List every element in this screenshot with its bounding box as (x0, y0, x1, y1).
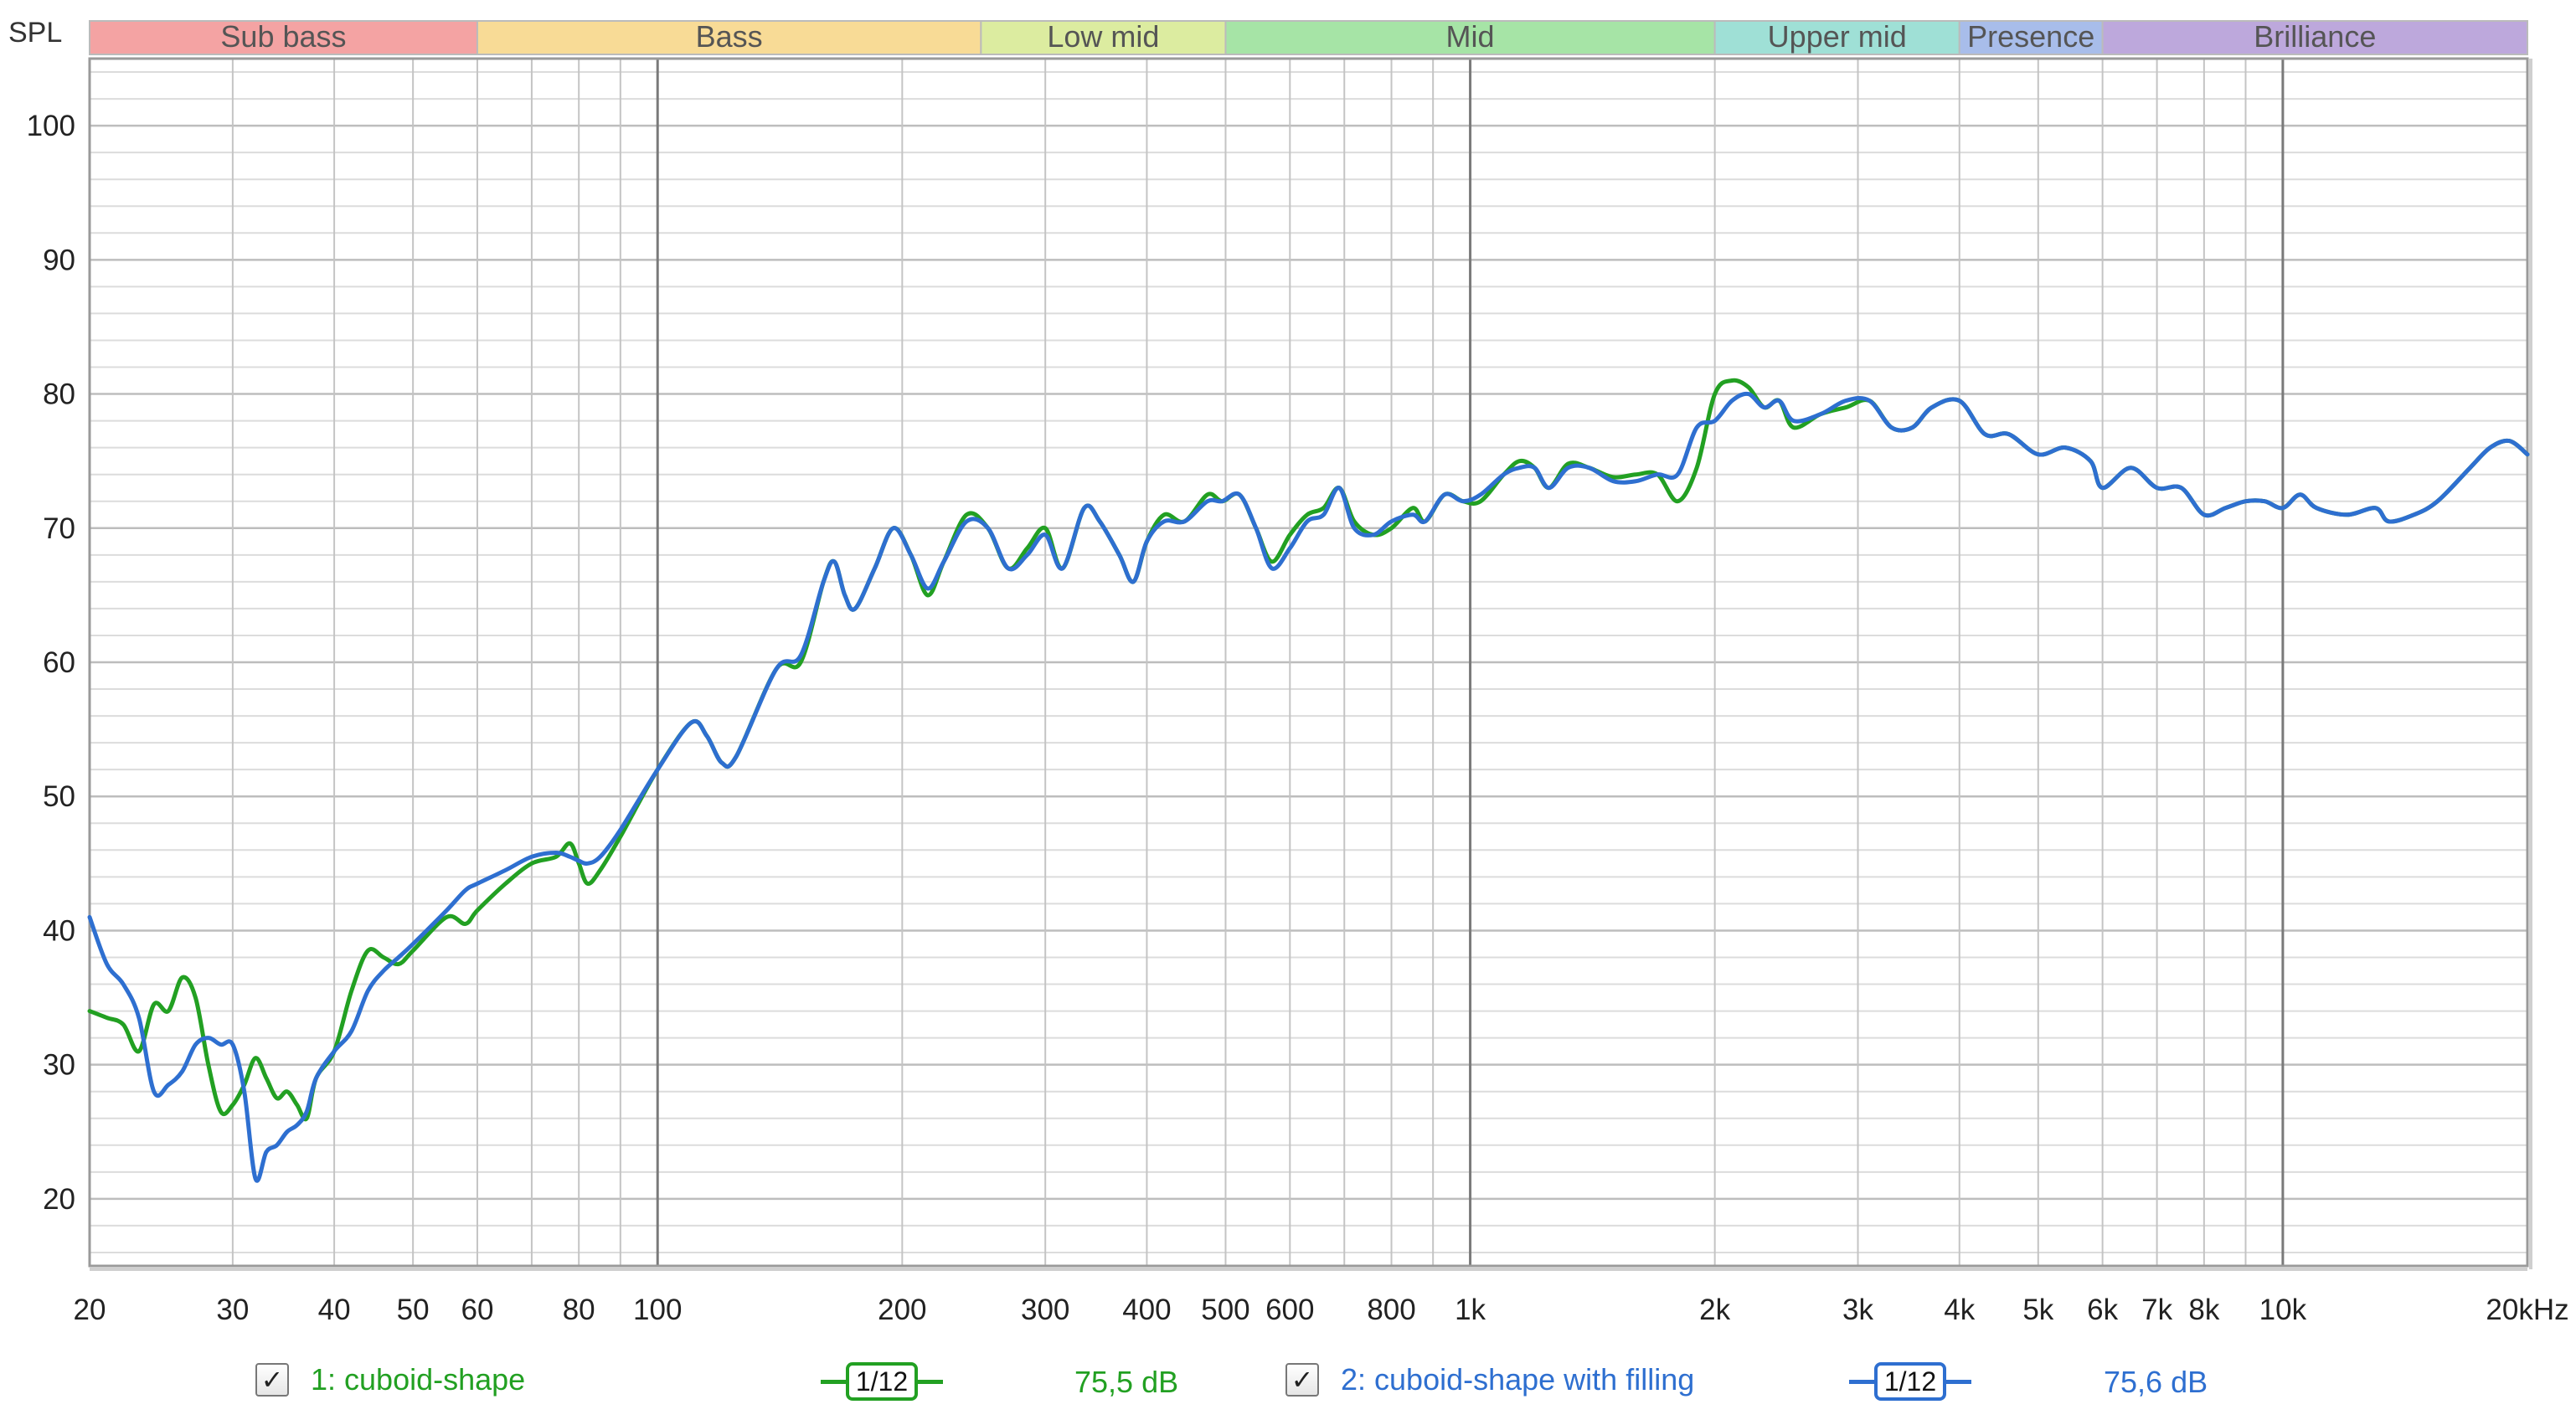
series-2-checkbox[interactable]: ✓ (1285, 1363, 1319, 1397)
x-tick-label: 3k (1842, 1294, 1873, 1326)
y-axis-title: SPL (8, 17, 63, 49)
series-1-smoothing-control[interactable]: 1/12 (821, 1358, 943, 1405)
band-label-bass: Bass (696, 19, 763, 54)
x-tick-label: 8k (2188, 1294, 2219, 1326)
series-1-average-value: 75,5 dB (1074, 1365, 1179, 1399)
x-tick-label: 500 (1201, 1294, 1249, 1326)
x-tick-label: 6k (2087, 1294, 2118, 1326)
series-line-2[interactable] (87, 391, 2530, 1183)
y-tick-label: 90 (43, 244, 75, 276)
x-tick-label: 300 (1021, 1294, 1069, 1326)
x-tick-label: 4k (1944, 1294, 1975, 1326)
band-label-mid: Mid (1446, 19, 1495, 54)
x-tick-label: 1k (1455, 1294, 1486, 1326)
band-brilliance[interactable] (2101, 20, 2528, 55)
x-tick-label: 50 (397, 1294, 430, 1326)
x-tick-label: 5k (2022, 1294, 2053, 1326)
series-1-line-swatch (918, 1379, 943, 1384)
x-tick-label: 200 (878, 1294, 926, 1326)
x-tick-label: 80 (563, 1294, 595, 1326)
series-2-line-swatch (1946, 1379, 1971, 1384)
y-tick-label: 100 (27, 110, 75, 142)
x-tick-label: 40 (318, 1294, 351, 1326)
x-tick-label: 20kHz (2486, 1294, 2568, 1326)
x-tick-label: 400 (1122, 1294, 1171, 1326)
series-1-label: 1: cuboid-shape (311, 1362, 526, 1397)
frequency-response-chart[interactable]: Sub bass Bass Low mid Mid Upper mid Presence B… (0, 0, 2576, 1340)
y-tick-label: 60 (43, 646, 75, 679)
legend-item-series-2: ✓ 2: cuboid-shape with filling (1285, 1355, 1694, 1405)
band-label-upper-mid: Upper mid (1768, 19, 1907, 54)
band-label-presence: Presence (1967, 19, 2094, 54)
band-presence[interactable] (1958, 20, 2104, 55)
plot-border (88, 57, 2529, 1268)
band-low-mid[interactable] (980, 20, 1227, 55)
series-2-label: 2: cuboid-shape with filling (1341, 1362, 1695, 1397)
x-tick-label: 30 (216, 1294, 249, 1326)
x-tick-label: 800 (1367, 1294, 1415, 1326)
series-1-checkbox[interactable]: ✓ (255, 1363, 289, 1397)
y-tick-label: 30 (43, 1049, 75, 1082)
band-mid[interactable] (1224, 20, 1716, 55)
y-tick-label: 70 (43, 512, 75, 545)
y-tick-label: 50 (43, 780, 75, 813)
y-tick-label: 20 (43, 1183, 75, 1216)
series-2-smoothing-control[interactable]: 1/12 (1849, 1358, 1971, 1405)
series-2-smoothing-value: 1/12 (1874, 1362, 1946, 1401)
series-2-average-value: 75,6 dB (2104, 1365, 2208, 1399)
x-tick-label: 10k (2259, 1294, 2307, 1326)
series-1-line-swatch (821, 1379, 846, 1384)
legend-item-series-1: ✓ 1: cuboid-shape (255, 1355, 525, 1405)
y-tick-label: 80 (43, 378, 75, 411)
band-label-low-mid: Low mid (1047, 19, 1159, 54)
x-tick-label: 7k (2141, 1294, 2172, 1326)
band-bass[interactable] (476, 20, 982, 55)
y-tick-label: 40 (43, 914, 75, 947)
x-tick-label: 60 (461, 1294, 493, 1326)
series-2-line-swatch (1849, 1379, 1874, 1384)
x-tick-label: 2k (1699, 1294, 1730, 1326)
band-label-sub-bass: Sub bass (220, 19, 346, 54)
band-label-brilliance: Brilliance (2254, 19, 2376, 54)
band-sub-bass[interactable] (89, 20, 478, 55)
x-tick-label: 600 (1265, 1294, 1314, 1326)
series-1-smoothing-value: 1/12 (846, 1362, 918, 1401)
x-tick-label: 100 (633, 1294, 682, 1326)
x-tick-label: 20 (74, 1294, 106, 1326)
